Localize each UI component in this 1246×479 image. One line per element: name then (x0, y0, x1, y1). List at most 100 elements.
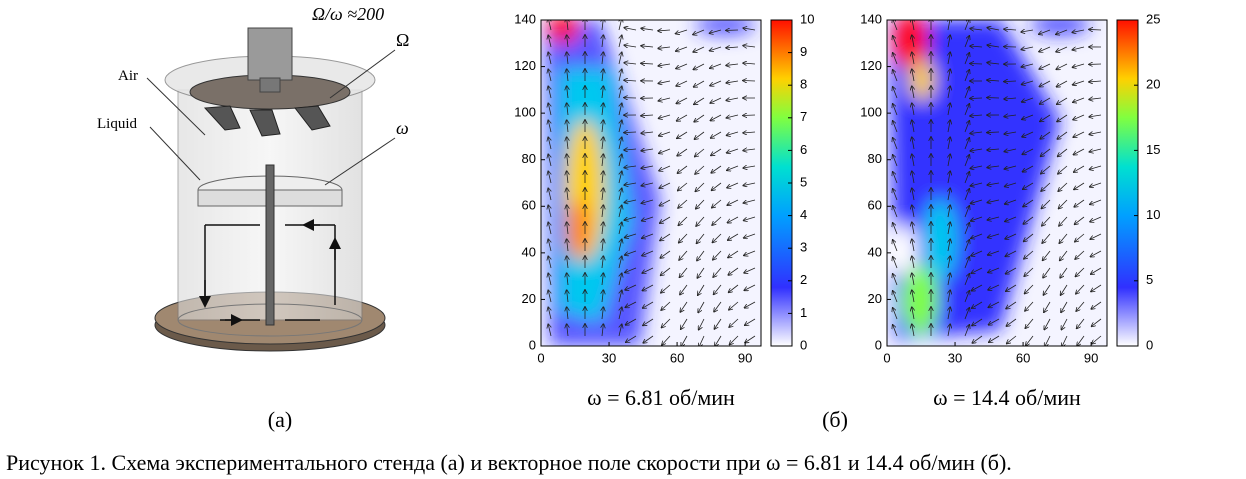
vector (1040, 114, 1051, 121)
x-tick-label: 0 (883, 350, 890, 365)
colorbar-tick-label: 5 (800, 174, 807, 189)
vector (661, 301, 671, 310)
vector (1040, 97, 1051, 104)
vector (1058, 165, 1068, 174)
vector (548, 222, 551, 235)
vector (1026, 335, 1034, 346)
colorbar (1116, 19, 1139, 347)
vector (987, 183, 1000, 185)
vector (1059, 233, 1068, 243)
colorbar-tick-label: 6 (800, 142, 807, 157)
vector (679, 267, 688, 277)
vector (662, 335, 671, 345)
vector (1004, 132, 1017, 134)
vector (1024, 250, 1034, 259)
vector (745, 318, 756, 325)
vector (619, 290, 622, 303)
colorbar-tick-label: 20 (1146, 77, 1160, 92)
vector (567, 103, 568, 116)
y-tick-label: 80 (522, 151, 536, 166)
ratio-label: Ω/ω ≈200 (312, 4, 384, 24)
vector (964, 223, 969, 235)
vector (676, 46, 688, 51)
vector (1077, 335, 1085, 346)
vector (602, 171, 603, 184)
vector (893, 325, 898, 337)
y-tick-label: 60 (522, 198, 536, 213)
vector (1039, 80, 1051, 87)
vector (972, 301, 983, 308)
y-tick-label: 80 (868, 151, 882, 166)
vector (624, 149, 637, 150)
vector (1059, 216, 1068, 226)
vector (1076, 301, 1085, 311)
vector (1089, 149, 1102, 152)
vector (727, 165, 739, 170)
vector (714, 284, 722, 294)
vector (1004, 115, 1017, 117)
vector (912, 188, 914, 201)
vector (1058, 148, 1068, 156)
vector (964, 308, 969, 320)
vector (727, 148, 739, 153)
vector (641, 132, 654, 133)
vector (715, 335, 722, 346)
vector (694, 131, 705, 139)
vector (548, 239, 551, 252)
vector (602, 103, 603, 116)
vector (893, 291, 898, 303)
vector (659, 148, 671, 153)
vector (972, 318, 983, 326)
vector (744, 267, 756, 273)
vector (970, 132, 983, 133)
vector (987, 80, 1000, 81)
vector (1056, 80, 1068, 87)
vector (548, 69, 551, 82)
omega-big: Ω (396, 30, 409, 50)
vector (1091, 284, 1102, 292)
vector (970, 166, 983, 168)
vector (1044, 318, 1051, 330)
vector (643, 318, 654, 325)
vector (1022, 80, 1034, 84)
vector (619, 120, 622, 133)
vector (698, 301, 705, 312)
vector (643, 301, 654, 308)
vector (1025, 318, 1034, 328)
vector (1061, 318, 1068, 330)
vector (694, 114, 705, 122)
colorbar-tick-label: 9 (800, 44, 807, 59)
vector (680, 284, 688, 295)
vector (658, 97, 671, 101)
x-tick-label: 90 (738, 350, 752, 365)
vector (625, 301, 637, 307)
vector (893, 189, 898, 201)
vector (641, 149, 654, 151)
vector (948, 154, 950, 167)
vector (1022, 131, 1034, 137)
vector (677, 131, 688, 138)
vector (893, 36, 898, 48)
vector (1073, 131, 1085, 137)
panel-label: (б) (822, 407, 848, 432)
vector (624, 45, 637, 47)
vector (661, 267, 671, 275)
vector (659, 199, 671, 206)
vector (1041, 165, 1051, 174)
vector (567, 273, 568, 286)
vector (743, 132, 756, 133)
vector (712, 216, 722, 225)
vector (728, 250, 739, 258)
colorbar-tick-label: 1 (800, 305, 807, 320)
vector (1091, 301, 1102, 309)
vector (912, 52, 914, 65)
vector (1073, 80, 1085, 85)
vector (729, 318, 739, 327)
y-tick-label: 140 (860, 11, 882, 26)
vector (602, 137, 603, 150)
vector (1005, 250, 1017, 256)
vector (641, 63, 654, 64)
vector (1090, 216, 1102, 222)
vector (619, 103, 622, 116)
vector (676, 97, 688, 104)
